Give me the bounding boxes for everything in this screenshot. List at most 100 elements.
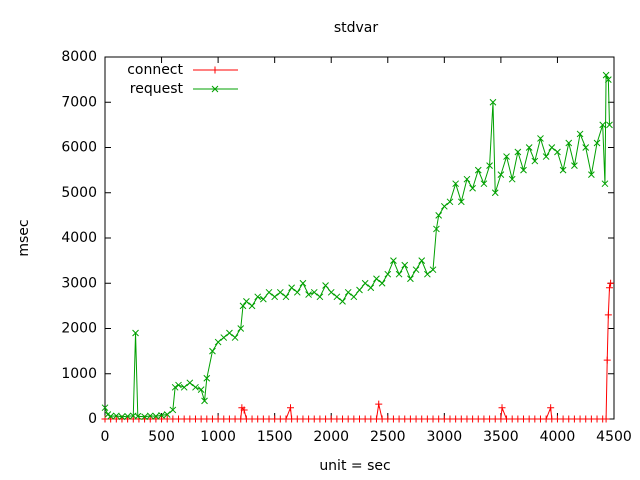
point-marker: [310, 288, 318, 296]
point-marker: [322, 282, 329, 289]
point-marker: [356, 286, 363, 294]
point-marker: [276, 288, 284, 296]
series-line: [104, 74, 610, 418]
point-marker: [474, 166, 482, 174]
point-marker: [469, 184, 476, 192]
point-marker: [418, 257, 426, 264]
point-marker: [576, 130, 584, 138]
point-marker: [134, 412, 142, 420]
point-marker: [384, 270, 392, 278]
point-marker: [107, 412, 115, 420]
point-marker: [287, 404, 295, 412]
chart-title: stdvar: [334, 20, 379, 36]
point-marker: [265, 288, 273, 296]
point-marker: [361, 279, 369, 287]
point-marker: [333, 293, 341, 301]
point-marker: [486, 162, 493, 169]
point-marker: [542, 153, 550, 160]
point-marker: [606, 121, 613, 129]
point-marker: [602, 71, 610, 79]
y-tick-label: 5000: [61, 185, 97, 201]
point-marker: [231, 334, 239, 341]
point-marker: [243, 297, 250, 305]
point-marker: [146, 412, 154, 420]
point-marker: [480, 180, 488, 188]
point-marker: [192, 383, 199, 391]
point-marker: [547, 404, 555, 412]
point-marker: [141, 413, 148, 421]
point-marker: [463, 175, 471, 183]
point-marker: [457, 198, 465, 206]
y-tick-label: 0: [88, 411, 97, 427]
point-marker: [248, 302, 256, 310]
point-marker: [565, 139, 573, 147]
point-marker: [514, 148, 522, 156]
x-axis-label: unit = sec: [319, 458, 390, 474]
point-marker: [209, 347, 216, 355]
point-marker: [520, 166, 527, 174]
x-tick-label: 3500: [483, 429, 519, 445]
point-marker: [293, 288, 301, 296]
point-marker: [201, 397, 208, 405]
point-marker: [537, 135, 544, 142]
point-marker: [452, 180, 459, 188]
y-tick-label: 4000: [61, 230, 97, 246]
point-marker: [237, 325, 245, 332]
point-marker: [601, 180, 609, 188]
point-marker: [211, 66, 219, 74]
point-marker: [239, 302, 247, 310]
point-marker: [603, 356, 611, 364]
x-tick-label: 4000: [540, 429, 576, 445]
plot-frame: [104, 56, 615, 420]
x-tick-label: 2000: [313, 429, 349, 445]
point-marker: [254, 293, 262, 301]
y-tick-label: 7000: [61, 94, 97, 110]
legend-label: request: [130, 81, 184, 97]
y-axis-label: msec: [16, 219, 32, 256]
point-marker: [186, 379, 194, 387]
point-marker: [271, 293, 279, 301]
point-marker: [101, 404, 109, 412]
point-marker: [588, 171, 595, 179]
legend-label: connect: [127, 62, 183, 78]
point-marker: [203, 374, 211, 382]
point-marker: [375, 400, 383, 408]
point-marker: [446, 198, 454, 206]
point-marker: [554, 148, 561, 156]
point-marker: [197, 386, 205, 393]
point-marker: [395, 270, 403, 278]
point-marker: [350, 293, 358, 301]
x-tick-label: 1000: [200, 429, 236, 445]
point-marker: [582, 144, 590, 151]
x-tick-label: 0: [101, 429, 110, 445]
point-marker: [220, 334, 228, 341]
point-marker: [491, 189, 499, 197]
point-marker: [435, 212, 443, 219]
y-tick-label: 2000: [61, 321, 97, 337]
point-marker: [571, 162, 578, 169]
point-marker: [531, 157, 539, 165]
point-marker: [240, 406, 248, 414]
point-marker: [607, 279, 615, 287]
x-tick-label: 4500: [596, 429, 632, 445]
series-line: [105, 283, 612, 420]
point-marker: [548, 144, 556, 151]
point-marker: [429, 266, 437, 274]
point-marker: [316, 293, 324, 301]
point-marker: [124, 412, 131, 420]
point-marker: [214, 338, 222, 346]
point-marker: [497, 171, 505, 179]
point-marker: [599, 121, 607, 129]
y-tick-label: 1000: [61, 366, 97, 382]
point-marker: [424, 270, 431, 278]
point-marker: [327, 288, 335, 296]
point-marker: [367, 284, 375, 292]
point-marker: [407, 275, 414, 283]
point-marker: [604, 311, 612, 319]
point-marker: [508, 175, 516, 183]
point-marker: [498, 404, 506, 412]
point-marker: [401, 261, 409, 269]
point-marker: [604, 76, 612, 83]
y-tick-label: 3000: [61, 275, 97, 291]
